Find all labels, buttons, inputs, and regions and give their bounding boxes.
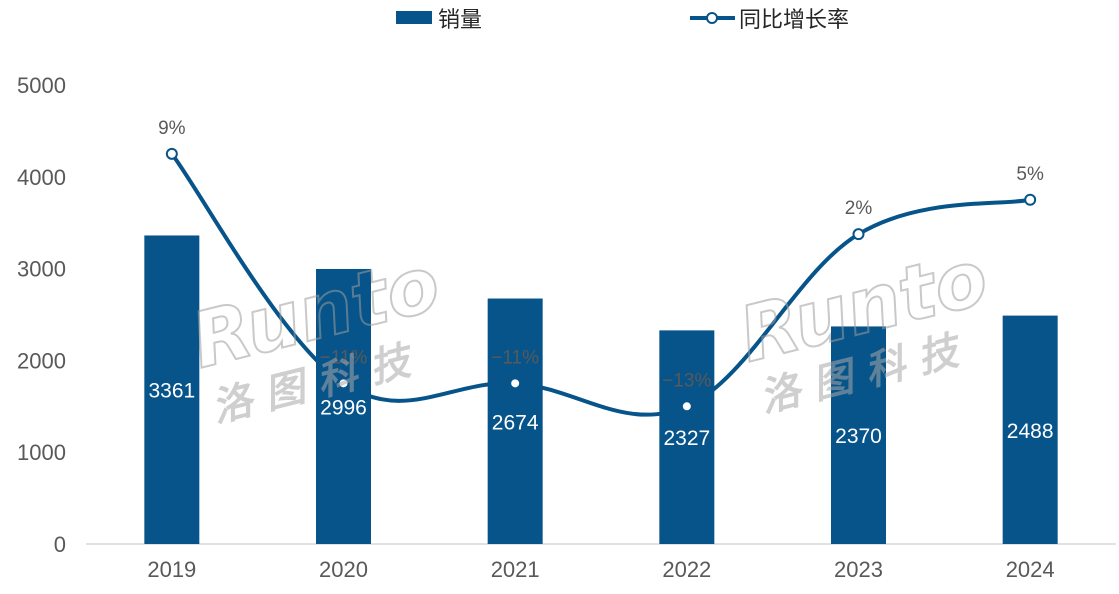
growth-point — [1024, 193, 1037, 206]
legend-swatch-bar — [396, 11, 432, 24]
y-tick-label: 0 — [54, 532, 66, 557]
y-tick-label: 3000 — [17, 257, 66, 282]
x-tick-label: 2023 — [834, 557, 883, 582]
watermark-left: Runto 洛图科技 — [182, 237, 449, 431]
x-tick-label: 2022 — [662, 557, 711, 582]
growth-value-label: −13% — [662, 370, 711, 391]
growth-point — [852, 228, 865, 241]
bars — [144, 235, 1058, 544]
y-tick-label: 2000 — [17, 348, 66, 373]
growth-point — [165, 147, 178, 160]
x-tick-label: 2021 — [491, 557, 540, 582]
x-axis: 2019 2020 2021 2022 2023 2024 — [147, 557, 1054, 582]
bar-value-label: 3361 — [148, 380, 195, 403]
bar-value-label: 2370 — [835, 425, 882, 448]
x-tick-label: 2024 — [1006, 557, 1055, 582]
bar — [316, 268, 371, 544]
bar-value-label: 2674 — [492, 411, 539, 434]
x-tick-label: 2019 — [147, 557, 196, 582]
y-tick-label: 5000 — [17, 73, 66, 98]
bar-value-label: 2327 — [663, 427, 710, 450]
legend: 销量 同比增长率 — [396, 7, 849, 32]
bar-value-label: 2996 — [320, 396, 367, 419]
watermark-right: Runto 洛图科技 — [730, 231, 997, 421]
legend-label-line: 同比增长率 — [739, 7, 849, 32]
growth-value-label: −11% — [320, 347, 368, 368]
x-tick-label: 2020 — [319, 557, 368, 582]
growth-point — [680, 400, 693, 413]
y-tick-label: 1000 — [17, 440, 66, 465]
bar — [487, 298, 543, 544]
growth-value-label: 5% — [1016, 164, 1044, 185]
bar — [1002, 315, 1058, 544]
legend-swatch-marker — [706, 12, 718, 24]
growth-point — [337, 377, 350, 390]
y-tick-label: 4000 — [17, 165, 66, 190]
y-axis: 0 1000 2000 3000 4000 5000 — [17, 73, 66, 557]
growth-point — [509, 377, 522, 390]
legend-label-bar: 销量 — [438, 7, 482, 32]
bar — [831, 326, 886, 544]
bar — [144, 235, 200, 544]
growth-value-label: −11% — [491, 347, 539, 368]
growth-value-label: 2% — [845, 198, 873, 219]
growth-value-label: 9% — [158, 118, 186, 139]
line-series: 9% −11% −11% −13% 2% 5% — [158, 118, 1044, 417]
bar — [659, 330, 715, 544]
bar-value-label: 2488 — [1007, 420, 1054, 443]
bar-labels: 3361 2996 2674 2327 2370 2488 — [148, 380, 1053, 450]
